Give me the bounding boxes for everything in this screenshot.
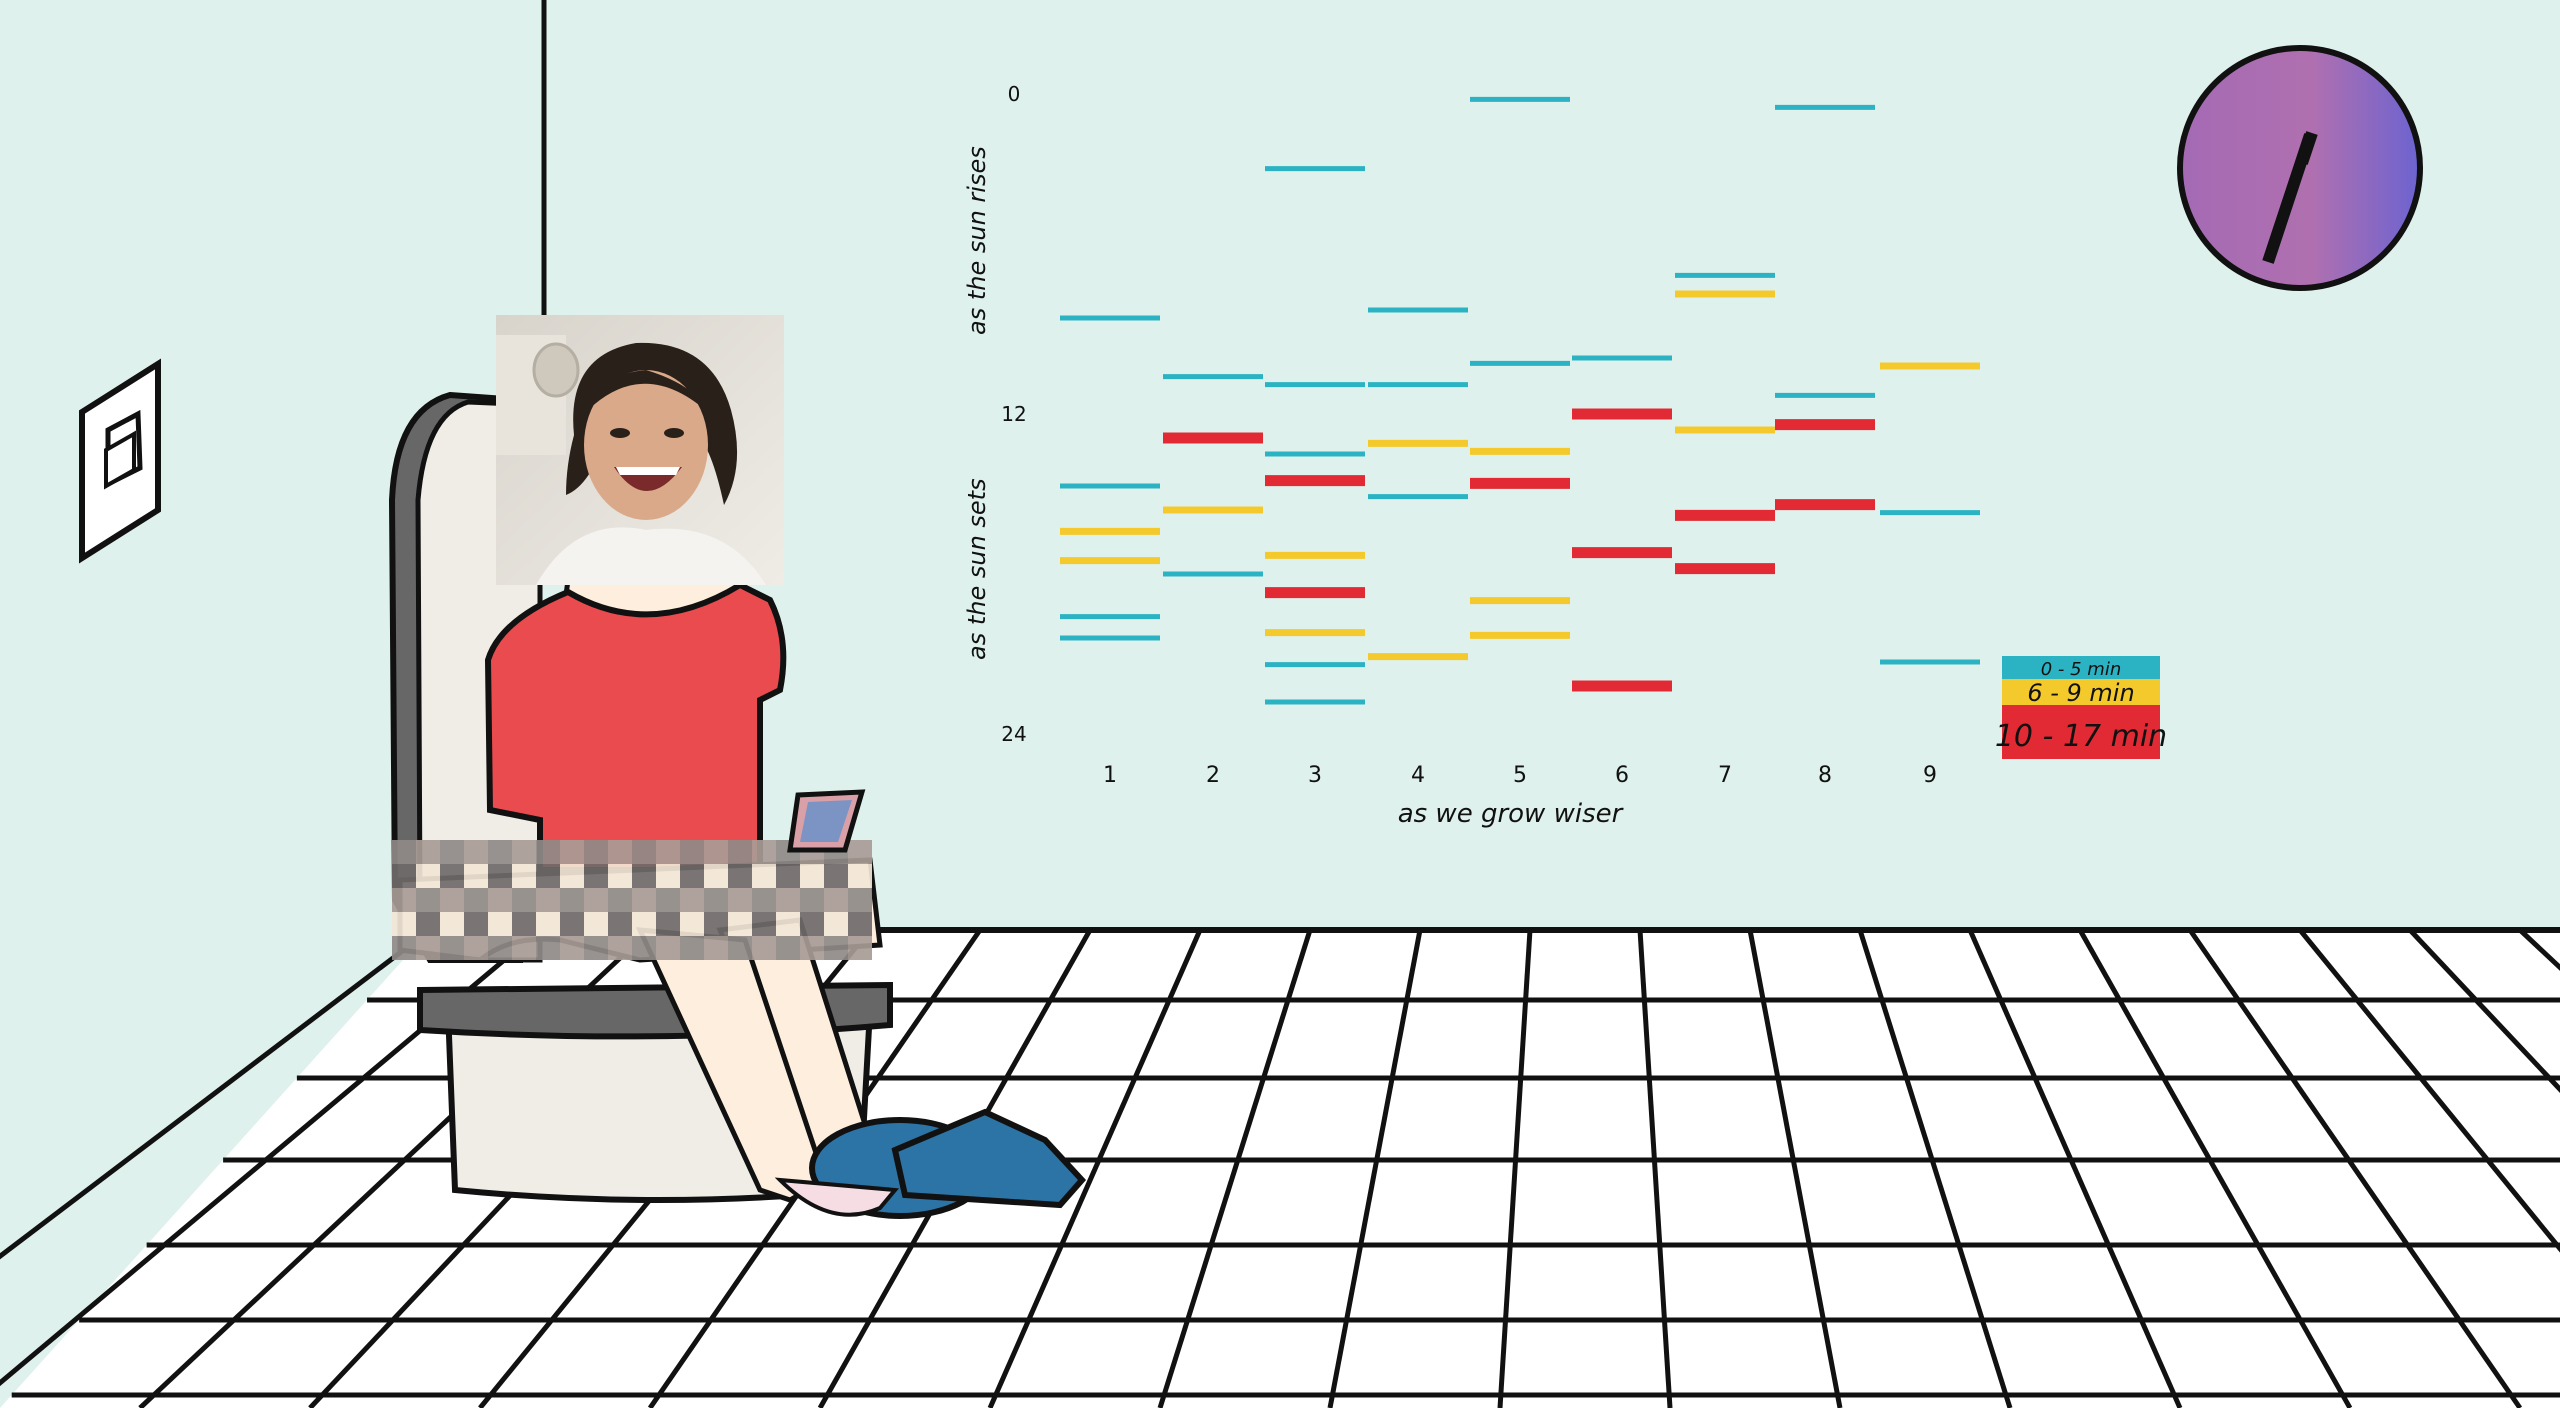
pixelated-blur [392, 840, 872, 960]
legend-label-mid: 6 - 9 min [2027, 679, 2134, 707]
light-switch-icon[interactable] [79, 358, 161, 564]
y-tick-label: 0 [1008, 82, 1021, 106]
x-tick-label: 6 [1615, 763, 1629, 788]
phone-icon [787, 789, 866, 853]
x-tick-label: 9 [1923, 763, 1937, 788]
x-axis-label: as we grow wiser [1398, 799, 1625, 829]
x-tick-label: 4 [1411, 763, 1425, 788]
wall-clock-icon [2177, 45, 2423, 291]
legend-swatch-long [2002, 705, 2160, 759]
x-tick-label: 1 [1103, 763, 1117, 788]
legend-swatch-mid [2002, 679, 2160, 705]
legend-swatch-short [2002, 656, 2160, 679]
x-tick-label: 3 [1308, 763, 1322, 788]
y-axis-label-top: as the sun rises [963, 146, 991, 335]
y-tick-label: 12 [1001, 402, 1026, 426]
face-photo [496, 315, 784, 585]
red-shirt [484, 581, 787, 873]
person [392, 577, 1087, 1219]
legend-label-long: 10 - 17 min [1995, 719, 2167, 754]
tiled-floor [0, 927, 2560, 1408]
legend: 0 - 5 min 6 - 9 min 10 - 17 min [1995, 656, 2167, 759]
x-tick-label: 8 [1818, 763, 1832, 788]
y-tick-label: 24 [1001, 722, 1026, 746]
y-axis-label-bottom: as the sun sets [963, 478, 991, 660]
x-tick-label: 5 [1513, 763, 1527, 788]
x-tick-label: 2 [1206, 763, 1220, 788]
legend-label-short: 0 - 5 min [2041, 659, 2122, 680]
x-tick-label: 7 [1718, 763, 1732, 788]
